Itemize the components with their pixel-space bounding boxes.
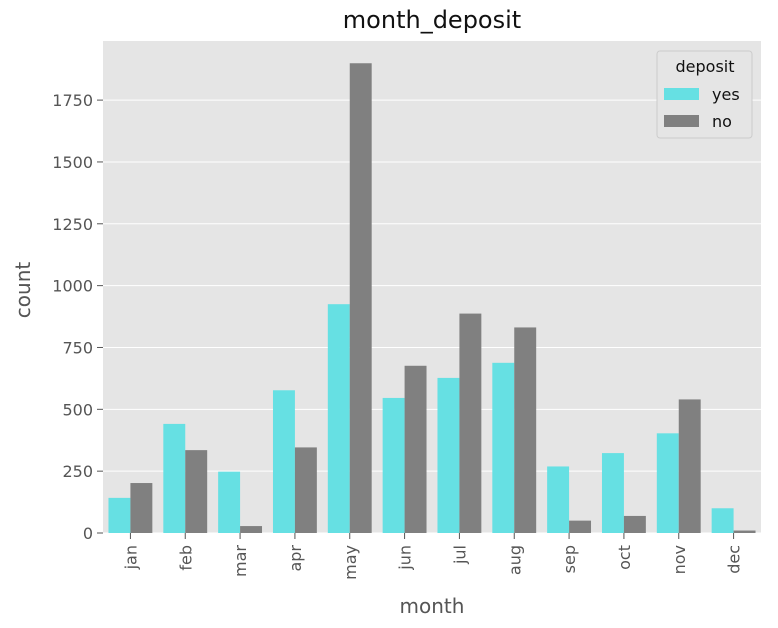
legend-label-yes: yes xyxy=(712,85,740,104)
bar-no-oct xyxy=(623,515,646,533)
bar-no-nov xyxy=(678,399,701,533)
x-axis-title: month xyxy=(400,594,465,618)
y-ticks: 0 250 500 750 1000 1250 1500 1750 xyxy=(52,91,103,543)
bar-no-mar xyxy=(240,526,263,533)
bars-layer xyxy=(108,63,756,533)
legend-title: deposit xyxy=(676,57,735,76)
x-tick-label: feb xyxy=(176,545,195,571)
y-tick-label: 250 xyxy=(62,462,93,481)
x-tick-label: jul xyxy=(450,545,469,565)
legend-swatch-no xyxy=(664,115,699,127)
bar-yes-apr xyxy=(272,390,295,533)
x-tick-label: nov xyxy=(670,545,689,574)
y-tick-label: 1250 xyxy=(52,215,93,234)
y-tick-label: 1750 xyxy=(52,91,93,110)
plot-area xyxy=(103,41,761,533)
legend-label-no: no xyxy=(712,112,732,131)
bar-yes-may xyxy=(327,304,350,533)
chart-title: month_deposit xyxy=(343,6,521,34)
x-tick-label: mar xyxy=(231,545,250,577)
x-tick-label: apr xyxy=(286,545,305,572)
bar-yes-aug xyxy=(492,362,515,533)
bar-yes-sep xyxy=(547,466,570,533)
x-tick-label: may xyxy=(341,545,360,580)
bar-no-apr xyxy=(294,447,317,533)
bar-yes-jan xyxy=(108,497,131,533)
grid-layer xyxy=(103,99,761,534)
bar-no-feb xyxy=(185,450,208,533)
x-tick-label: oct xyxy=(615,545,634,570)
y-tick-label: 1000 xyxy=(52,277,93,296)
bar-yes-jun xyxy=(382,397,405,533)
bar-yes-jul xyxy=(437,377,460,533)
x-tick-label: jan xyxy=(121,545,140,570)
bar-no-jun xyxy=(404,365,427,533)
y-tick-label: 500 xyxy=(62,400,93,419)
x-tick-label: jun xyxy=(396,545,415,571)
bar-no-jan xyxy=(130,483,153,533)
bar-yes-feb xyxy=(163,423,186,533)
y-tick-label: 750 xyxy=(62,338,93,357)
bar-yes-nov xyxy=(656,433,679,533)
x-tick-label: dec xyxy=(725,545,744,574)
x-tick-label: aug xyxy=(505,545,524,575)
legend-swatch-yes xyxy=(664,88,699,100)
bar-yes-oct xyxy=(601,453,624,533)
bar-no-sep xyxy=(569,520,592,533)
y-tick-label: 0 xyxy=(83,524,93,543)
x-ticks: jan feb mar apr may jun jul aug sep oct nov dec xyxy=(121,533,744,580)
bar-no-aug xyxy=(514,327,537,533)
bar-no-dec xyxy=(733,530,756,533)
legend: deposit yes no xyxy=(656,50,753,139)
bar-no-jul xyxy=(459,313,482,533)
bar-no-may xyxy=(349,63,372,533)
y-tick-label: 1500 xyxy=(52,153,93,172)
bar-yes-dec xyxy=(711,508,734,533)
x-tick-label: sep xyxy=(560,545,579,573)
bar-yes-mar xyxy=(218,471,241,533)
y-axis-title: count xyxy=(11,262,35,319)
